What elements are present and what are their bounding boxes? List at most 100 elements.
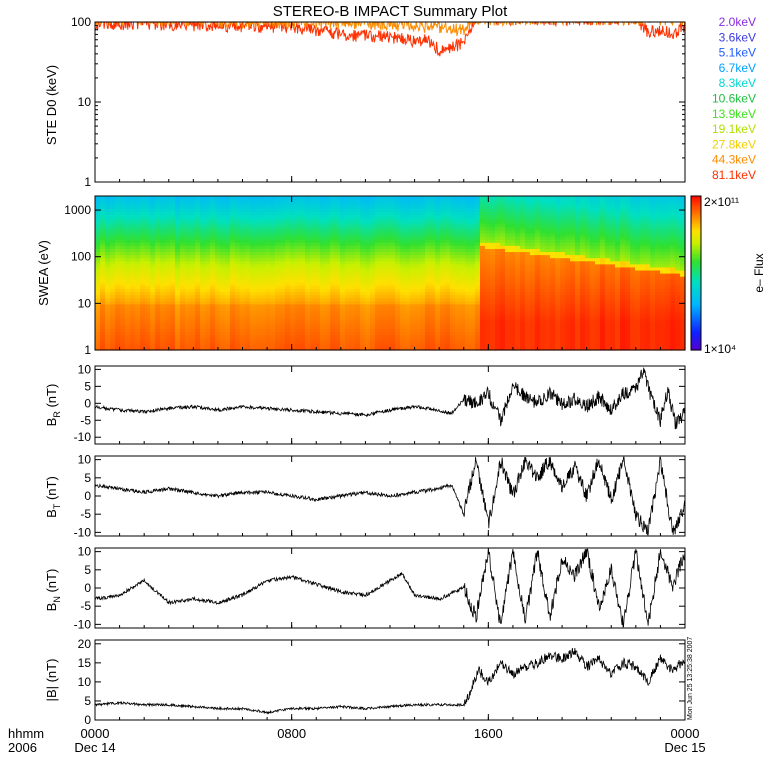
swea-cell [225,294,231,299]
swea-cell [260,211,266,216]
swea-cell [280,232,286,237]
swea-cell [405,309,411,314]
legend-item-1: 3.6keV [719,30,756,44]
swea-cell [445,343,451,348]
swea-cell [165,343,171,348]
swea-cell [545,306,551,311]
swea-cell [200,340,206,345]
legend-item-0: 2.0keV [719,15,756,29]
swea-cell [210,242,216,246]
swea-cell [380,220,386,225]
swea-cell [420,239,426,243]
swea-cell [555,208,561,212]
swea-cell [450,346,456,351]
swea-cell [290,236,296,240]
swea-cell [345,276,351,280]
swea-cell [555,236,561,240]
swea-cell [530,285,536,289]
swea-cell [350,226,356,231]
swea-cell [245,285,251,289]
swea-cell [130,217,136,222]
swea-cell [255,205,261,209]
swea-cell [580,276,586,280]
swea-cell [270,229,276,234]
swea-cell [530,346,536,351]
swea-cell [225,199,231,203]
swea-cell [265,214,271,219]
swea-cell [505,337,511,342]
swea-cell [335,269,341,274]
swea-cell [495,325,501,330]
swea-cell [230,334,236,339]
swea-cell [380,232,386,237]
swea-cell [555,316,561,320]
swea-cell [365,205,371,209]
swea-cell [360,279,366,283]
swea-cell [320,257,326,262]
swea-cell [200,245,206,249]
swea-cell [455,263,461,268]
swea-cell [530,306,536,311]
swea-cell [350,282,356,286]
swea-cell [540,248,546,253]
swea-cell [295,263,301,268]
swea-cell [580,316,586,320]
swea-cell [520,331,526,336]
swea-cell [445,294,451,299]
swea-cell [440,202,446,206]
swea-cell [550,334,556,339]
swea-cell [290,313,296,317]
swea-cell [385,346,391,351]
swea-cell [275,226,281,231]
swea-cell [410,276,416,280]
swea-cell [430,288,436,293]
swea-cell [360,263,366,268]
swea-cell [345,196,351,200]
swea-cell [565,232,571,237]
swea-cell [255,273,261,277]
swea-cell [220,251,226,256]
swea-cell [580,266,586,271]
swea-cell [520,245,526,249]
swea-cell [245,226,251,231]
swea-cell [390,316,396,320]
swea-cell [495,291,501,296]
swea-cell [115,309,121,314]
swea-cell [95,316,101,320]
swea-cell [110,334,116,339]
swea-cell [130,309,136,314]
swea-cell [505,223,511,228]
swea-cell [445,248,451,253]
swea-cell [130,316,136,320]
swea-cell [475,306,481,311]
swea-cell [455,331,461,336]
swea-cell [340,328,346,333]
swea-cell [240,202,246,206]
swea-cell [480,199,486,203]
swea-cell [385,220,391,225]
swea-cell [425,202,431,206]
swea-cell [220,220,226,225]
swea-cell [335,220,341,225]
swea-cell [245,343,251,348]
swea-cell [545,260,551,265]
swea-cell [395,337,401,342]
swea-cell [460,306,466,311]
swea-cell [525,211,531,216]
swea-cell [415,220,421,225]
swea-cell [465,260,471,265]
swea-cell [485,257,491,262]
swea-cell [425,257,431,262]
swea-cell [105,208,111,212]
swea-cell [355,334,361,339]
swea-cell [100,309,106,314]
swea-cell [525,245,531,249]
swea-cell [330,294,336,299]
swea-cell [160,328,166,333]
swea-cell [475,239,481,243]
swea-cell [430,260,436,265]
swea-cell [350,266,356,271]
swea-cell [395,269,401,274]
swea-cell [405,236,411,240]
swea-cell [485,294,491,299]
